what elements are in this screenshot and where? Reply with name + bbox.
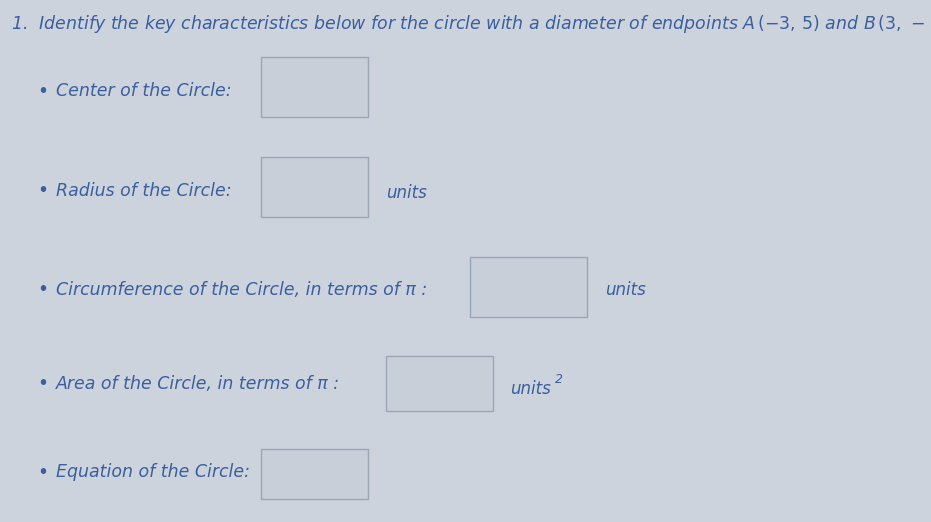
Text: 2: 2 <box>555 373 563 386</box>
Text: 1.  Identify the key characteristics below for the circle with a diameter of end: 1. Identify the key characteristics belo… <box>11 13 925 35</box>
FancyBboxPatch shape <box>261 449 368 499</box>
FancyBboxPatch shape <box>261 157 368 217</box>
FancyBboxPatch shape <box>386 356 493 411</box>
FancyBboxPatch shape <box>470 257 587 317</box>
Text: Area of the Circle, in terms of π :: Area of the Circle, in terms of π : <box>56 375 340 393</box>
Text: Equation of the Circle:: Equation of the Circle: <box>56 464 250 481</box>
FancyBboxPatch shape <box>261 57 368 117</box>
Text: •: • <box>37 181 48 200</box>
Text: Center of the Circle:: Center of the Circle: <box>56 82 232 100</box>
Text: units: units <box>605 281 646 299</box>
Text: •: • <box>37 374 48 393</box>
Text: Circumference of the Circle, in terms of π :: Circumference of the Circle, in terms of… <box>56 281 427 299</box>
Text: units: units <box>510 380 551 398</box>
Text: Radius of the Circle:: Radius of the Circle: <box>56 182 232 199</box>
Text: •: • <box>37 82 48 101</box>
Text: •: • <box>37 280 48 299</box>
Text: •: • <box>37 463 48 482</box>
Text: units: units <box>386 184 427 202</box>
